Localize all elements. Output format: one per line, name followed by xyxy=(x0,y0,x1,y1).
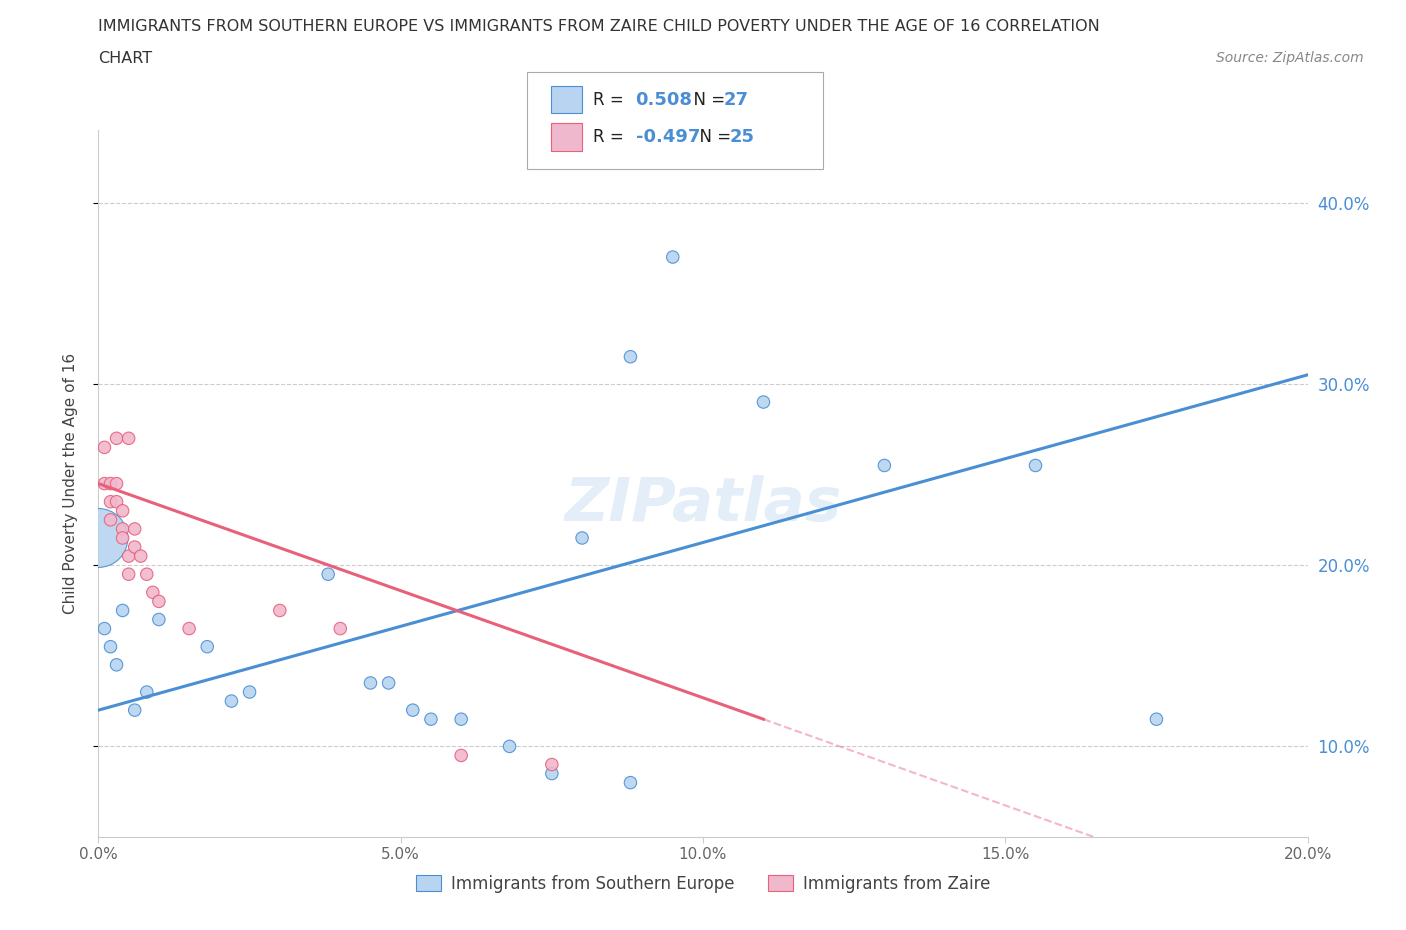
Point xyxy=(221,694,243,709)
Point xyxy=(100,494,122,509)
Point xyxy=(316,566,339,581)
Point xyxy=(179,621,201,636)
Point xyxy=(129,549,152,564)
Point xyxy=(135,684,157,699)
Point xyxy=(619,776,641,790)
Point xyxy=(124,522,146,537)
Text: R =: R = xyxy=(593,127,630,146)
Point xyxy=(93,440,115,455)
Point xyxy=(100,512,122,527)
Point xyxy=(402,703,425,718)
Text: 27: 27 xyxy=(724,90,749,109)
Point xyxy=(148,594,170,609)
Point xyxy=(873,458,896,473)
Point xyxy=(135,566,157,581)
Point xyxy=(105,476,128,491)
Text: R =: R = xyxy=(593,90,630,109)
Text: N =: N = xyxy=(683,90,731,109)
Text: Source: ZipAtlas.com: Source: ZipAtlas.com xyxy=(1216,51,1364,65)
Point xyxy=(540,757,562,772)
Point xyxy=(269,603,291,618)
Point xyxy=(752,394,775,409)
Text: CHART: CHART xyxy=(98,51,152,66)
Point xyxy=(1144,711,1167,726)
Point xyxy=(124,703,146,718)
Point xyxy=(360,675,382,690)
Point xyxy=(118,431,141,445)
Legend: Immigrants from Southern Europe, Immigrants from Zaire: Immigrants from Southern Europe, Immigra… xyxy=(409,868,997,899)
Point xyxy=(87,530,110,545)
Point xyxy=(142,585,165,600)
Point xyxy=(105,658,128,672)
Point xyxy=(111,522,134,537)
Point xyxy=(111,603,134,618)
Point xyxy=(100,639,122,654)
Y-axis label: Child Poverty Under the Age of 16: Child Poverty Under the Age of 16 xyxy=(63,353,77,614)
Point xyxy=(498,739,520,754)
Point xyxy=(195,639,218,654)
Text: 25: 25 xyxy=(730,127,755,146)
Point xyxy=(111,503,134,518)
Point xyxy=(100,476,122,491)
Point xyxy=(450,711,472,726)
Text: ZIPatlas: ZIPatlas xyxy=(564,475,842,535)
Point xyxy=(450,748,472,763)
Text: 0.508: 0.508 xyxy=(636,90,693,109)
Point xyxy=(329,621,352,636)
Point xyxy=(148,612,170,627)
Point xyxy=(124,539,146,554)
Point xyxy=(111,530,134,545)
Point xyxy=(105,494,128,509)
Text: -0.497: -0.497 xyxy=(636,127,700,146)
Point xyxy=(105,431,128,445)
Point xyxy=(93,621,115,636)
Point xyxy=(1024,458,1046,473)
Text: N =: N = xyxy=(689,127,737,146)
Point xyxy=(540,766,562,781)
Point xyxy=(571,530,593,545)
Point xyxy=(662,249,685,264)
Point xyxy=(118,549,141,564)
Point xyxy=(239,684,262,699)
Text: IMMIGRANTS FROM SOUTHERN EUROPE VS IMMIGRANTS FROM ZAIRE CHILD POVERTY UNDER THE: IMMIGRANTS FROM SOUTHERN EUROPE VS IMMIG… xyxy=(98,19,1099,33)
Point xyxy=(420,711,443,726)
Point xyxy=(118,566,141,581)
Point xyxy=(619,350,641,365)
Point xyxy=(93,476,115,491)
Point xyxy=(377,675,399,690)
